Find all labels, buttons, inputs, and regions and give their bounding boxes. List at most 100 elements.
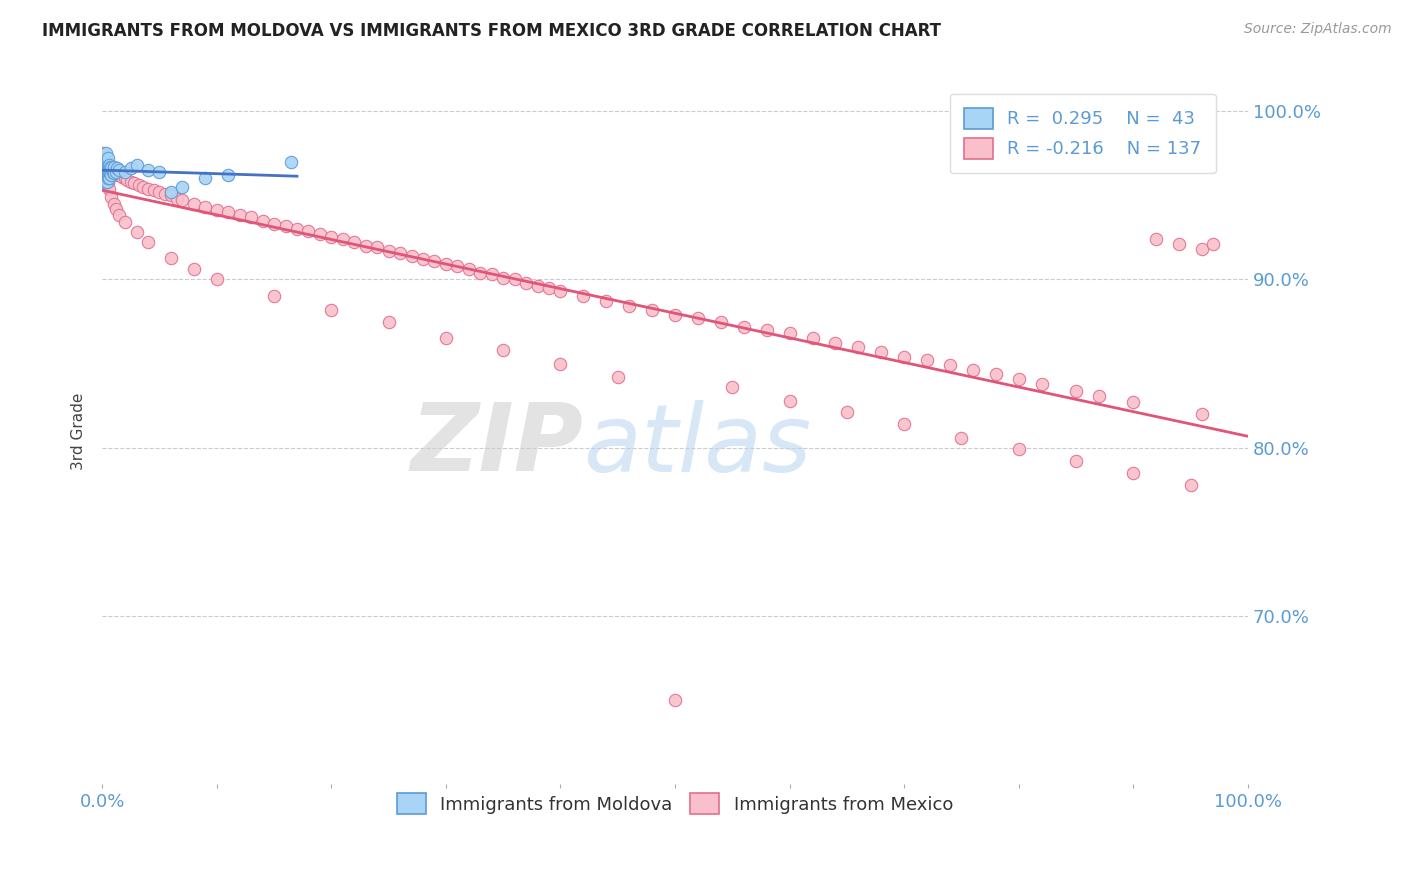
Point [470,266,492,280]
Point [1064,454,1087,468]
Point [120,161,142,176]
Text: ZIP: ZIP [411,399,583,491]
Point [835,405,858,419]
Point [160,185,183,199]
Point [93,171,115,186]
Point [893,350,915,364]
Point [537,281,560,295]
Point [100,161,122,176]
Point [309,227,332,241]
Point [915,353,938,368]
Point [263,289,285,303]
Point [93,163,115,178]
Point [166,192,188,206]
Point [125,158,148,172]
Point [98,166,121,180]
Point [492,270,515,285]
Point [96,171,118,186]
Point [550,284,572,298]
Point [779,393,801,408]
Point [160,188,183,202]
Point [93,158,115,172]
Point [111,169,134,184]
Point [105,166,128,180]
Point [97,164,120,178]
Point [297,224,319,238]
Point [755,323,778,337]
Legend: Immigrants from Moldova, Immigrants from Mexico: Immigrants from Moldova, Immigrants from… [387,782,965,825]
Point [98,164,121,178]
Point [217,168,239,182]
Point [98,160,121,174]
Point [96,154,118,169]
Point [136,163,159,178]
Point [664,693,686,707]
Point [108,168,131,182]
Point [96,154,118,169]
Point [117,173,139,187]
Point [321,302,343,317]
Point [93,151,115,165]
Point [481,268,503,282]
Point [366,240,388,254]
Point [103,163,125,178]
Point [93,158,115,172]
Point [98,171,121,186]
Point [1008,372,1031,386]
Point [801,331,824,345]
Point [98,161,121,176]
Point [377,244,399,258]
Point [98,160,121,174]
Point [619,299,641,313]
Point [114,171,136,186]
Point [93,154,115,169]
Point [103,168,125,182]
Point [664,308,686,322]
Point [457,262,479,277]
Point [100,190,122,204]
Point [96,168,118,182]
Point [97,164,120,178]
Point [824,336,846,351]
Point [114,215,136,229]
Point [103,196,125,211]
Point [1191,407,1213,421]
Point [108,209,131,223]
Point [321,230,343,244]
Point [98,158,121,172]
Point [252,213,274,227]
Point [93,160,115,174]
Point [93,146,115,161]
Point [94,166,117,180]
Point [98,168,121,182]
Point [240,210,263,224]
Point [97,158,120,172]
Point [984,367,1007,381]
Point [950,431,973,445]
Point [434,331,457,345]
Point [354,239,377,253]
Point [572,289,595,303]
Point [893,417,915,432]
Point [114,164,136,178]
Text: atlas: atlas [583,400,811,491]
Point [526,279,548,293]
Point [686,311,709,326]
Text: Source: ZipAtlas.com: Source: ZipAtlas.com [1244,22,1392,37]
Point [97,171,120,186]
Point [205,272,228,286]
Text: IMMIGRANTS FROM MOLDOVA VS IMMIGRANTS FROM MEXICO 3RD GRADE CORRELATION CHART: IMMIGRANTS FROM MOLDOVA VS IMMIGRANTS FR… [42,22,941,40]
Point [733,319,755,334]
Point [492,343,515,358]
Point [124,177,146,191]
Point [128,178,150,193]
Point [94,154,117,169]
Point [97,158,120,172]
Point [343,235,366,250]
Point [104,202,127,216]
Point [93,154,115,169]
Point [132,179,155,194]
Point [280,154,302,169]
Point [93,166,115,180]
Point [389,245,412,260]
